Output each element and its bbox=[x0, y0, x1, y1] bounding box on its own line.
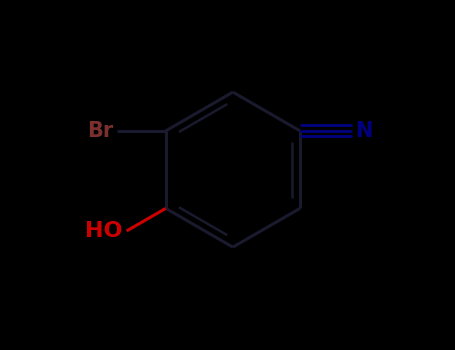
Text: Br: Br bbox=[87, 121, 113, 141]
Text: N: N bbox=[355, 121, 372, 141]
Text: HO: HO bbox=[85, 221, 122, 241]
